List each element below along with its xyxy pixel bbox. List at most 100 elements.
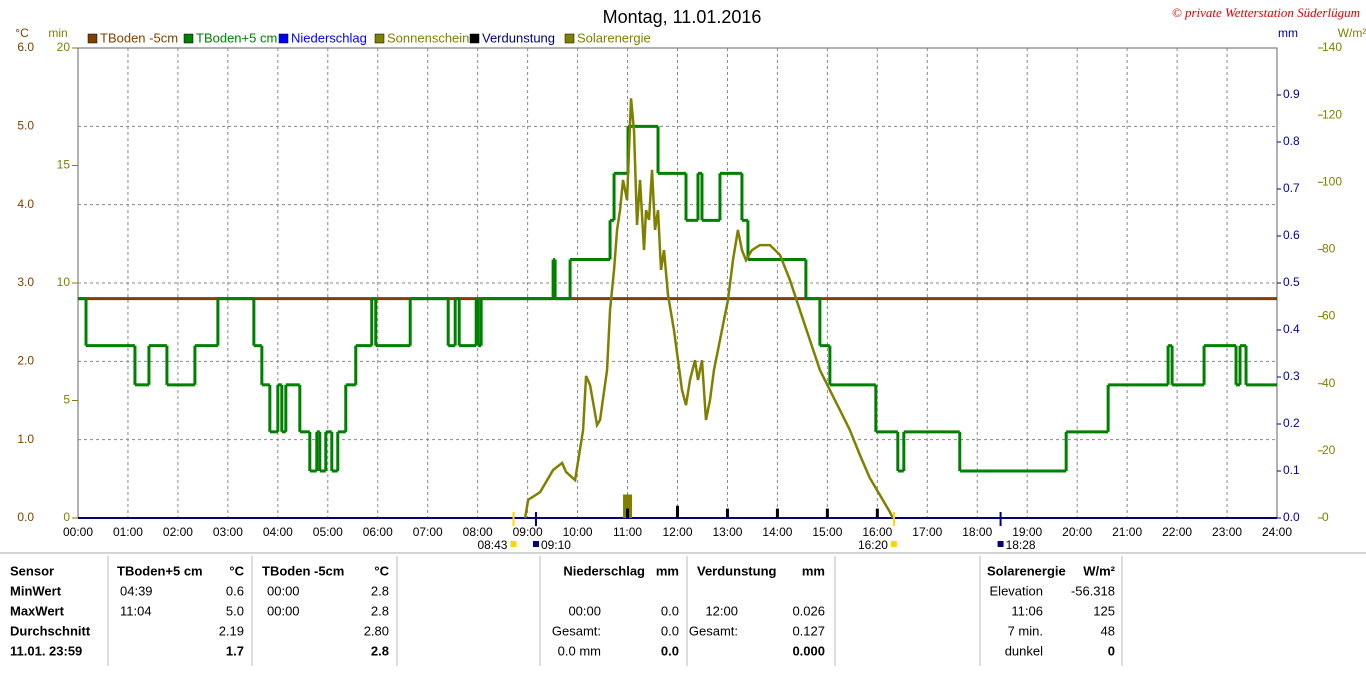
table-cell: °C (374, 563, 389, 578)
line (523, 98, 894, 519)
x-tick-label: 19:00 (1012, 525, 1042, 539)
table-cell: 0.6 (226, 583, 244, 598)
y3-tick-label: 0.9 (1283, 87, 1300, 101)
legend-label: Solarenergie (577, 30, 651, 45)
table-cell: mm (656, 563, 679, 578)
table-cell: 00:00 (568, 603, 601, 618)
y3-tick-label: 0.0 (1283, 510, 1300, 524)
y-tick-label: 6.0 (17, 40, 34, 54)
y3-tick-label: 0.8 (1283, 134, 1300, 148)
table-cell: °C (229, 563, 244, 578)
y4-tick-label: 120 (1322, 107, 1342, 121)
table-cell: MinWert (10, 583, 62, 598)
x-tick-label: 14:00 (762, 525, 792, 539)
table-cell: 48 (1101, 623, 1115, 638)
legend-label: Verdunstung (482, 30, 555, 45)
y2-tick-label: 15 (57, 158, 71, 172)
x-tick-label: 08:00 (463, 525, 493, 539)
annotation-label: 18:28 (1006, 538, 1036, 552)
x-tick-label: 17:00 (912, 525, 942, 539)
table-cell: 00:00 (267, 603, 300, 618)
bar (626, 508, 630, 518)
table-cell: -56.318 (1071, 583, 1115, 598)
x-tick-label: 05:00 (313, 525, 343, 539)
legend-label: TBoden+5 cm (196, 30, 277, 45)
table-cell: 0.000 (792, 643, 825, 658)
table-cell: 2.8 (371, 643, 389, 658)
table-cell: Gesamt: (689, 623, 738, 638)
bar (825, 508, 829, 518)
x-tick-label: 03:00 (213, 525, 243, 539)
table-cell: TBoden -5cm (262, 563, 344, 578)
table-cell: 1.7 (226, 643, 244, 658)
y4-tick-label: 80 (1322, 242, 1336, 256)
annotation-icon (997, 541, 1004, 547)
table-cell: dunkel (1005, 643, 1043, 658)
table-cell: 11:04 (120, 603, 152, 618)
x-tick-label: 09:00 (513, 525, 543, 539)
y-tick-label: 4.0 (17, 197, 34, 211)
table-cell: TBoden+5 cm (117, 563, 203, 578)
table-dividers (107, 556, 1123, 666)
x-tick-label: 22:00 (1162, 525, 1192, 539)
x-tick-label: 24:00 (1262, 525, 1292, 539)
y4-tick-label: 40 (1322, 376, 1336, 390)
legend-swatch (469, 33, 480, 44)
annotation-icon (890, 541, 897, 547)
legend-label: Sonnenschein (387, 30, 469, 45)
table-cell: Elevation (990, 583, 1043, 598)
annotation-icon (532, 541, 539, 547)
annotation-label: 16:20 (858, 538, 888, 552)
bar (775, 508, 779, 518)
table-cell: Durchschnitt (10, 623, 91, 638)
x-tick-label: 10:00 (563, 525, 593, 539)
x-tick-label: 23:00 (1212, 525, 1242, 539)
y4-tick-label: 140 (1322, 40, 1342, 54)
table-cell: Niederschlag (563, 563, 645, 578)
y2-tick-label: 20 (57, 40, 71, 54)
x-tick-label: 06:00 (363, 525, 393, 539)
y3-tick-label: 0.3 (1283, 369, 1300, 383)
x-tick-label: 01:00 (113, 525, 143, 539)
y3-tick-label: 0.5 (1283, 275, 1300, 289)
y4-tick-label: 0 (1322, 510, 1329, 524)
x-tick-label: 18:00 (962, 525, 992, 539)
x-tick-label: 04:00 (263, 525, 293, 539)
legend-swatch (374, 33, 385, 44)
bar (875, 508, 879, 518)
table-cell: Sensor (10, 563, 54, 578)
table-cell: 11.01. 23:59 (10, 643, 82, 658)
table-cell: 11:06 (1011, 603, 1043, 618)
y-tick-label: 3.0 (17, 275, 34, 289)
table-cell: 04:39 (120, 583, 153, 598)
y-unit: °C (15, 26, 29, 40)
y3-tick-label: 0.7 (1283, 181, 1300, 195)
y2-unit: min (48, 26, 67, 40)
bar (725, 508, 729, 518)
y2-tick-label: 0 (63, 510, 70, 524)
table-cell: 5.0 (226, 603, 244, 618)
table-cell: W/m² (1083, 563, 1115, 578)
table-cell: 0.0 (661, 603, 679, 618)
legend-label: TBoden -5cm (100, 30, 178, 45)
x-tick-label: 13:00 (712, 525, 742, 539)
bar (623, 494, 633, 518)
table-cell: 0.0 mm (558, 643, 601, 658)
table-cell: MaxWert (10, 603, 65, 618)
legend-swatch (87, 33, 98, 44)
y3-tick-label: 0.6 (1283, 228, 1300, 242)
bar (676, 505, 679, 518)
annotation-icon (510, 541, 517, 547)
x-tick-label: 15:00 (812, 525, 842, 539)
table-cell: 2.8 (371, 583, 389, 598)
y3-unit: mm (1278, 26, 1298, 40)
y-tick-label: 0.0 (17, 510, 34, 524)
legend-swatch (278, 33, 289, 44)
x-tick-label: 07:00 (413, 525, 443, 539)
y4-tick-label: 20 (1322, 443, 1336, 457)
table-cell: 0 (1108, 643, 1115, 658)
table-cell: 7 min. (1008, 623, 1043, 638)
y2-tick-label: 10 (57, 275, 71, 289)
